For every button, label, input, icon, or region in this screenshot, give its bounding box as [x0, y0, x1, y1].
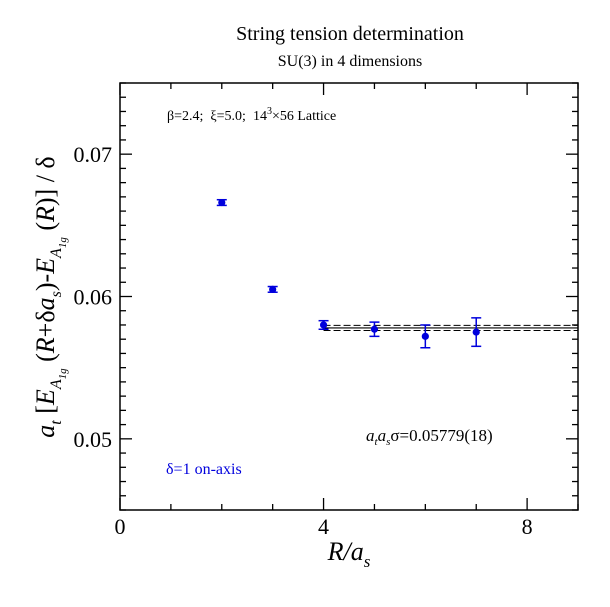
x-tick-label: 4: [318, 514, 329, 539]
data-points: [216, 198, 482, 349]
plot-frame: [119, 82, 579, 511]
data-point: [218, 198, 226, 207]
y-axis-ticks: 0.05 0.06 0.07: [74, 82, 578, 511]
lattice-xi: ξ=5.0;: [210, 109, 246, 124]
data-point: [269, 285, 277, 293]
x-label-sub: s: [364, 552, 371, 571]
fit-label-a1: a: [366, 426, 375, 445]
svg-text:at [EA1g (R+δas)-EA1g (R)] / δ: at [EA1g (R+δas)-EA1g (R)] / δ: [31, 156, 69, 437]
fit-label-s: s: [386, 436, 390, 448]
legend-entry: δ=1 on-axis: [166, 461, 242, 478]
y-axis-label: at [EA1g (R+δas)-EA1g (R)] / δ: [31, 156, 69, 437]
y-tick-label: 0.06: [74, 285, 113, 310]
x-tick-label: 0: [115, 514, 126, 539]
data-point: [472, 328, 480, 336]
fit-band: [323, 324, 578, 332]
lattice-exp: 3: [267, 106, 272, 117]
fit-result-label: atasσ=0.05779(18): [366, 426, 493, 448]
y-tick-label: 0.07: [74, 142, 113, 167]
fit-value: σ=0.05779(18): [390, 426, 492, 445]
data-point: [319, 321, 328, 329]
lattice-beta: β=2.4;: [167, 109, 203, 124]
x-label-r: R/a: [327, 537, 364, 566]
chart-subtitle: SU(3) in 4 dimensions: [278, 53, 422, 70]
lattice-size: 14: [253, 109, 267, 124]
y-tick-label: 0.05: [74, 427, 113, 452]
x-tick-label: 8: [522, 514, 533, 539]
data-point: [370, 325, 379, 333]
data-point: [421, 332, 429, 340]
fit-label-t: t: [375, 436, 379, 448]
chart-title: String tension determination: [236, 23, 464, 45]
x-axis-ticks: 0 4 8: [115, 83, 579, 539]
lattice-rest: ×56 Lattice: [272, 109, 336, 124]
fit-label-a2: a: [378, 426, 387, 445]
lattice-annotation: β=2.4; ξ=5.0; 143×56 Lattice: [167, 106, 336, 124]
x-axis-label: R/as: [327, 537, 371, 571]
